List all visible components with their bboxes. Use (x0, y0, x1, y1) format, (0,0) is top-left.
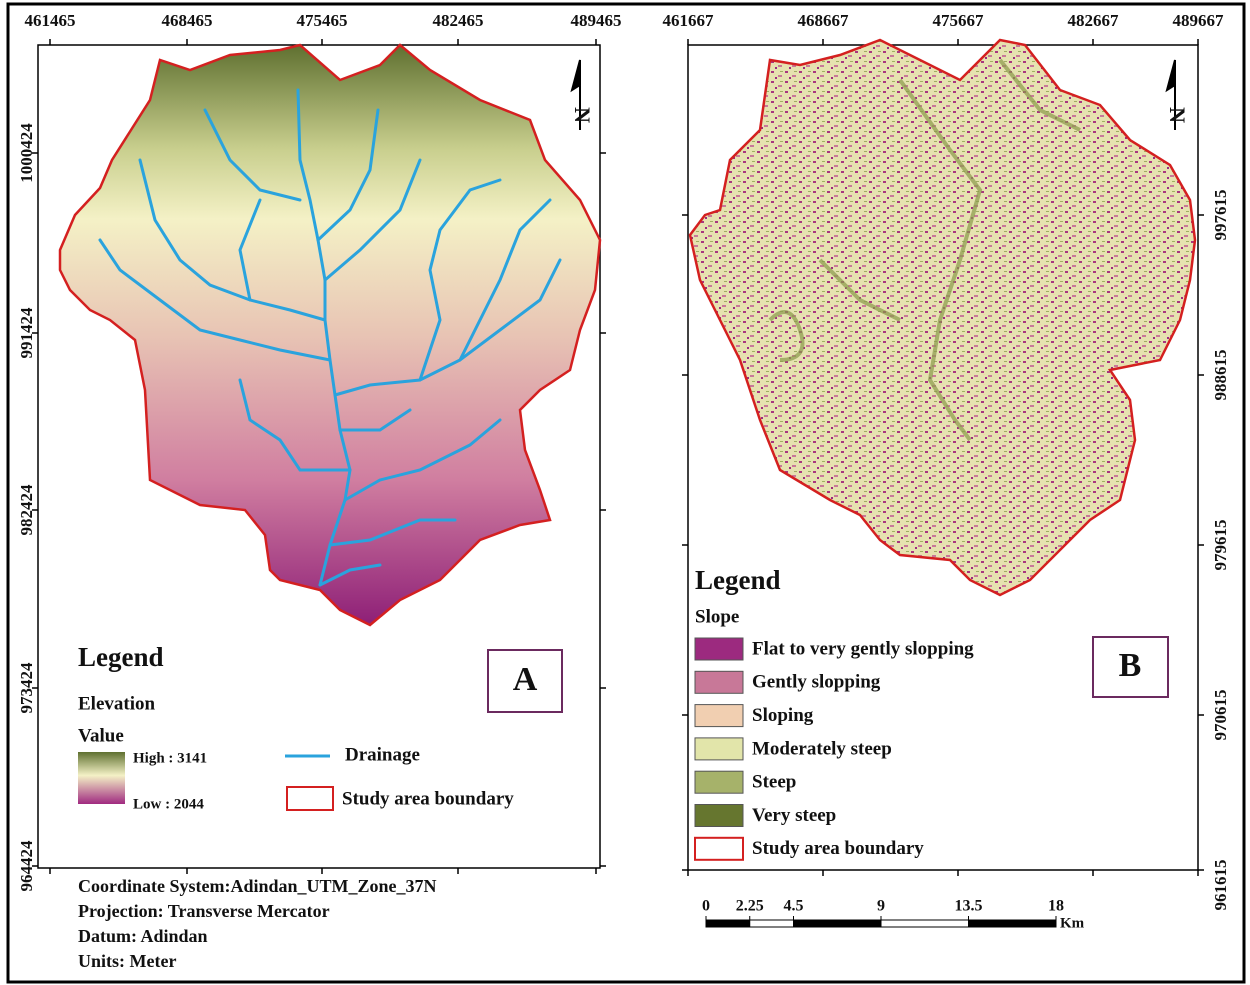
elevation-surface (60, 45, 600, 625)
legend-label: Gently slopping (752, 672, 881, 693)
scale-segment (706, 920, 750, 927)
legend-swatch (695, 638, 743, 660)
legend-items: Flat to very gently slopping Gently slopp… (695, 638, 974, 860)
footer-line: Units: Meter (78, 951, 176, 971)
x-coord-label: 461465 (25, 11, 76, 30)
y-coord-label: 961615 (1211, 860, 1230, 911)
scale-tick-label: 13.5 (955, 898, 983, 915)
x-coord-label: 489667 (1173, 11, 1225, 30)
legend-boundary: Study area boundary (752, 838, 924, 859)
legend-high: High : 3141 (133, 750, 207, 766)
footer-line: Coordinate System:Adindan_UTM_Zone_37N (78, 876, 437, 896)
scale-segment (881, 920, 969, 927)
y-coord-label: 979615 (1211, 520, 1230, 571)
legend-swatch (695, 805, 743, 827)
x-coord-label: 489465 (571, 11, 622, 30)
legend-label: Sloping (752, 705, 814, 726)
legend-boundary-swatch (287, 787, 333, 810)
scale-tick-label: 0 (702, 898, 710, 915)
scale-segment (969, 920, 1057, 927)
y-coord-label: 970615 (1211, 690, 1230, 741)
legend-label: Steep (752, 772, 796, 793)
scale-tick-label: 4.5 (784, 898, 804, 915)
footer: Coordinate System:Adindan_UTM_Zone_37N Pr… (78, 876, 437, 971)
y-coord-label: 997615 (1211, 190, 1230, 241)
legend-label: Moderately steep (752, 738, 892, 759)
legend-boundary-swatch (695, 838, 743, 860)
panel-label: A (513, 661, 538, 698)
scale-unit: Km (1060, 915, 1085, 931)
legend-swatch (695, 705, 743, 727)
legend-boundary: Study area boundary (342, 788, 514, 809)
legend-swatch (695, 771, 743, 793)
legend-ramp (78, 752, 125, 804)
footer-line: Datum: Adindan (78, 926, 208, 946)
scale-tick-label: 18 (1048, 898, 1064, 915)
legend-title: Legend (695, 565, 781, 595)
footer-line: Projection: Transverse Mercator (78, 901, 330, 921)
panel-label: B (1119, 647, 1142, 684)
scale-tick-label: 2.25 (736, 898, 764, 915)
north-arrow: N (1165, 60, 1190, 130)
scale-segment (794, 920, 882, 927)
north-label: N (1165, 107, 1190, 123)
legend-swatch (695, 671, 743, 693)
legend-value-label: Value (78, 725, 124, 746)
x-coord-label: 468667 (798, 11, 850, 30)
x-coord-label: 468465 (162, 11, 213, 30)
scale-tick-label: 9 (877, 898, 885, 915)
x-coord-label: 475465 (297, 11, 348, 30)
x-coord-label: 482465 (433, 11, 484, 30)
x-coord-label: 461667 (663, 11, 715, 30)
x-coord-label: 482667 (1068, 11, 1120, 30)
legend-drainage: Drainage (345, 744, 420, 765)
legend-label: Flat to very gently slopping (752, 638, 974, 659)
legend-subtitle: Slope (695, 606, 739, 627)
legend-label: Very steep (752, 805, 836, 826)
north-label: N (570, 107, 595, 123)
figure: N Legend Elevation Value High : 3141 Low… (0, 0, 1250, 985)
legend-low: Low : 2044 (133, 796, 204, 812)
legend-title: Legend (78, 642, 164, 672)
north-arrow: N (570, 60, 595, 130)
legend-swatch (695, 738, 743, 760)
y-coord-label: 988615 (1211, 350, 1230, 401)
legend-subtitle: Elevation (78, 693, 155, 714)
x-coord-label: 475667 (933, 11, 985, 30)
scale-segment (750, 920, 794, 927)
